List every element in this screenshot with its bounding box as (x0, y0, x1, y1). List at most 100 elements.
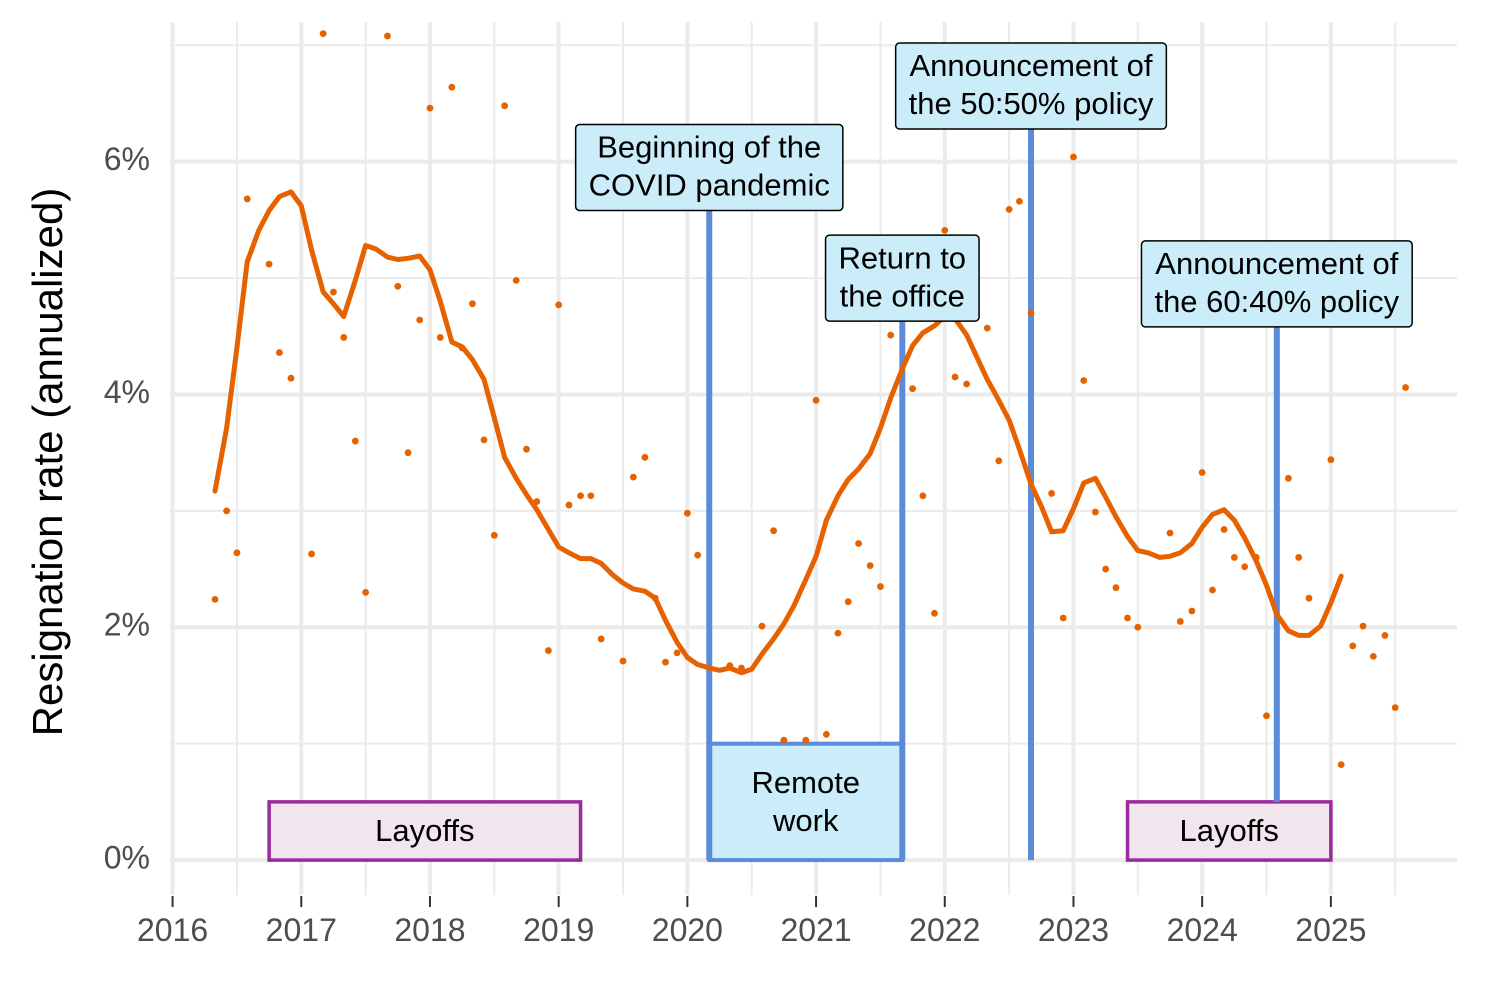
data-point (1198, 469, 1206, 476)
data-point (577, 492, 584, 500)
data-point (426, 104, 434, 112)
data-point (308, 550, 315, 558)
data-point (1285, 474, 1292, 482)
data-point (319, 30, 327, 38)
data-point (351, 437, 359, 445)
data-point (1112, 584, 1120, 592)
remote-work-label: Remote (752, 765, 861, 800)
data-point (330, 288, 337, 296)
data-point (855, 540, 862, 547)
data-point (1349, 642, 1357, 650)
event-callout-label: Announcement of (1155, 246, 1398, 281)
data-point (1327, 456, 1335, 464)
event-callout-box (1140, 240, 1413, 328)
event-callout-label: Announcement of (909, 48, 1152, 83)
y-tick-label: 0% (104, 840, 150, 876)
data-point (758, 622, 766, 630)
x-tick-label: 2025 (1295, 912, 1366, 948)
layoffs-box (267, 800, 583, 862)
data-point (597, 635, 605, 643)
data-point (1391, 704, 1399, 711)
data-point (1209, 586, 1216, 594)
data-point (641, 453, 649, 461)
data-point (780, 736, 788, 744)
data-point (404, 449, 412, 457)
x-tick-label: 2020 (652, 912, 723, 948)
data-point (211, 595, 219, 603)
data-point (223, 507, 231, 515)
data-point (844, 598, 852, 606)
x-tick-label: 2019 (523, 912, 594, 948)
remote-work-label: work (772, 803, 839, 838)
data-point (416, 316, 424, 324)
event-callout-label: the office (840, 278, 965, 313)
data-point (1188, 607, 1196, 615)
trend-line (212, 189, 1344, 676)
x-tick-label: 2023 (1038, 912, 1109, 948)
x-tick-label: 2021 (780, 912, 851, 948)
data-point (384, 32, 391, 40)
data-point (983, 324, 991, 332)
data-point (1220, 526, 1228, 533)
data-point (512, 277, 520, 284)
data-point (802, 736, 810, 744)
data-point (233, 549, 241, 557)
x-tick-label: 2018 (394, 912, 465, 948)
data-point (1080, 377, 1088, 384)
data-point (770, 527, 778, 535)
data-point (1402, 384, 1409, 391)
data-point (480, 436, 488, 444)
data-point (1337, 761, 1345, 769)
data-point (887, 331, 895, 339)
x-tick-label: 2017 (266, 912, 337, 948)
x-axis-ticks: 2016 2017 2018 2019 2020 2021 2022 2023 2024 2025 (137, 896, 1366, 948)
data-point (1070, 153, 1077, 161)
data-point (1295, 554, 1303, 561)
data-point (490, 531, 498, 539)
y-axis-title: Resignation rate (annualized) (24, 188, 71, 737)
layoffs-label: Layoffs (375, 813, 474, 848)
event-callout-label: the 50:50% policy (909, 86, 1154, 121)
data-point (394, 282, 402, 290)
y-tick-label: 4% (104, 374, 150, 410)
data-point (694, 551, 702, 559)
remote-work-box (707, 741, 905, 863)
data-point (919, 492, 927, 500)
data-point (265, 260, 273, 268)
data-point (1263, 712, 1270, 720)
data-point (822, 730, 830, 738)
layoffs-label: Layoffs (1180, 813, 1279, 848)
data-point (362, 588, 370, 596)
data-point (963, 380, 971, 388)
data-point (287, 374, 295, 382)
data-point (1102, 565, 1110, 573)
x-tick-label: 2022 (909, 912, 980, 948)
data-point (1230, 554, 1238, 561)
data-point (812, 396, 820, 404)
data-point (673, 649, 681, 657)
layoffs-box (1125, 800, 1333, 862)
data-point (1048, 490, 1055, 497)
data-point (340, 334, 348, 341)
trend-layer (212, 189, 1344, 676)
data-point (436, 334, 444, 341)
data-point (1305, 594, 1313, 602)
event-callout-box (574, 123, 844, 212)
data-point (565, 501, 573, 509)
event-callout-label: the 60:40% policy (1154, 284, 1399, 319)
data-point (909, 385, 916, 393)
data-point (523, 445, 530, 453)
data-point (1166, 529, 1174, 537)
data-point (243, 195, 251, 203)
y-axis-ticks: 0% 2% 4% 6% (104, 141, 150, 875)
data-point (1059, 614, 1067, 622)
event-callout-label: COVID pandemic (589, 168, 830, 203)
data-point (1027, 309, 1035, 317)
data-point (629, 473, 637, 481)
data-point (1124, 614, 1131, 622)
data-point (619, 657, 627, 665)
data-point (1369, 652, 1377, 660)
data-point (951, 373, 959, 381)
